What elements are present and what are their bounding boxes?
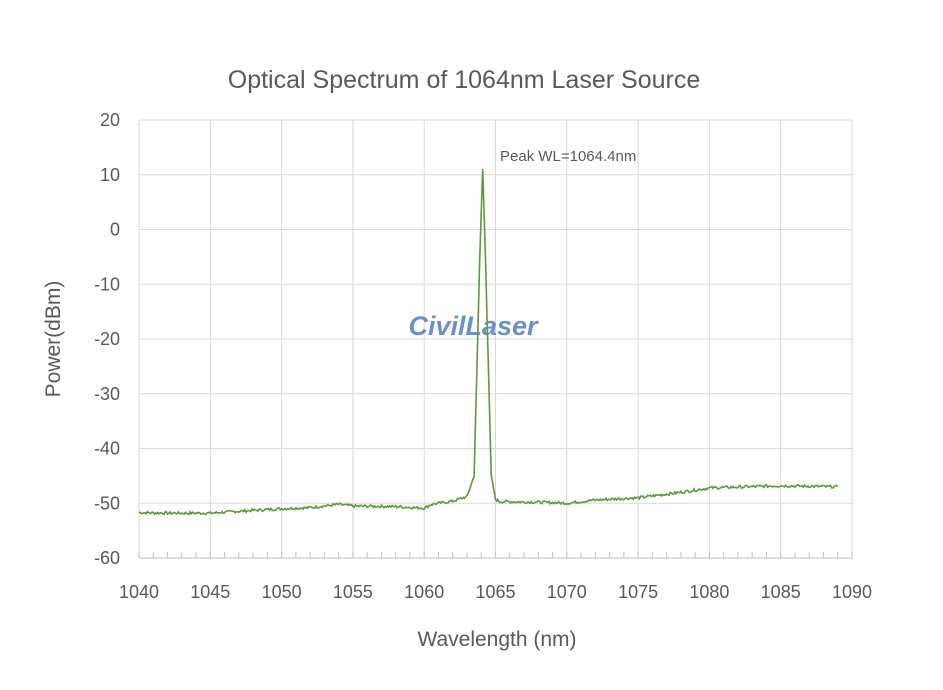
x-tick-label: 1090 (832, 582, 872, 602)
y-tick-label: -60 (94, 548, 120, 568)
y-tick-label: -50 (94, 493, 120, 513)
x-tick-label: 1070 (547, 582, 587, 602)
x-tick-label: 1065 (475, 582, 515, 602)
x-tick-label: 1045 (190, 582, 230, 602)
y-tick-label: 0 (110, 220, 120, 240)
x-tick-label: 1060 (404, 582, 444, 602)
y-tick-label: -20 (94, 329, 120, 349)
y-tick-label: -10 (94, 274, 120, 294)
y-tick-label: -40 (94, 439, 120, 459)
x-tick-label: 1075 (618, 582, 658, 602)
peak-annotation: Peak WL=1064.4nm (500, 148, 636, 165)
y-tick-label: -30 (94, 384, 120, 404)
watermark-logo: CivilLaser (408, 311, 539, 341)
x-axis-label: Wavelength (nm) (417, 628, 576, 651)
x-tick-label: 1055 (333, 582, 373, 602)
x-tick-label: 1050 (262, 582, 302, 602)
series-line-spectrum (138, 168, 839, 516)
x-tick-label: 1040 (119, 582, 159, 602)
y-tick-label: 20 (100, 110, 120, 130)
y-tick-label: 10 (100, 165, 120, 185)
y-axis-label: Power(dBm) (42, 281, 65, 398)
chart-title: Optical Spectrum of 1064nm Laser Source (228, 66, 700, 94)
x-tick-label: 1085 (761, 582, 801, 602)
x-tick-label: 1080 (689, 582, 729, 602)
